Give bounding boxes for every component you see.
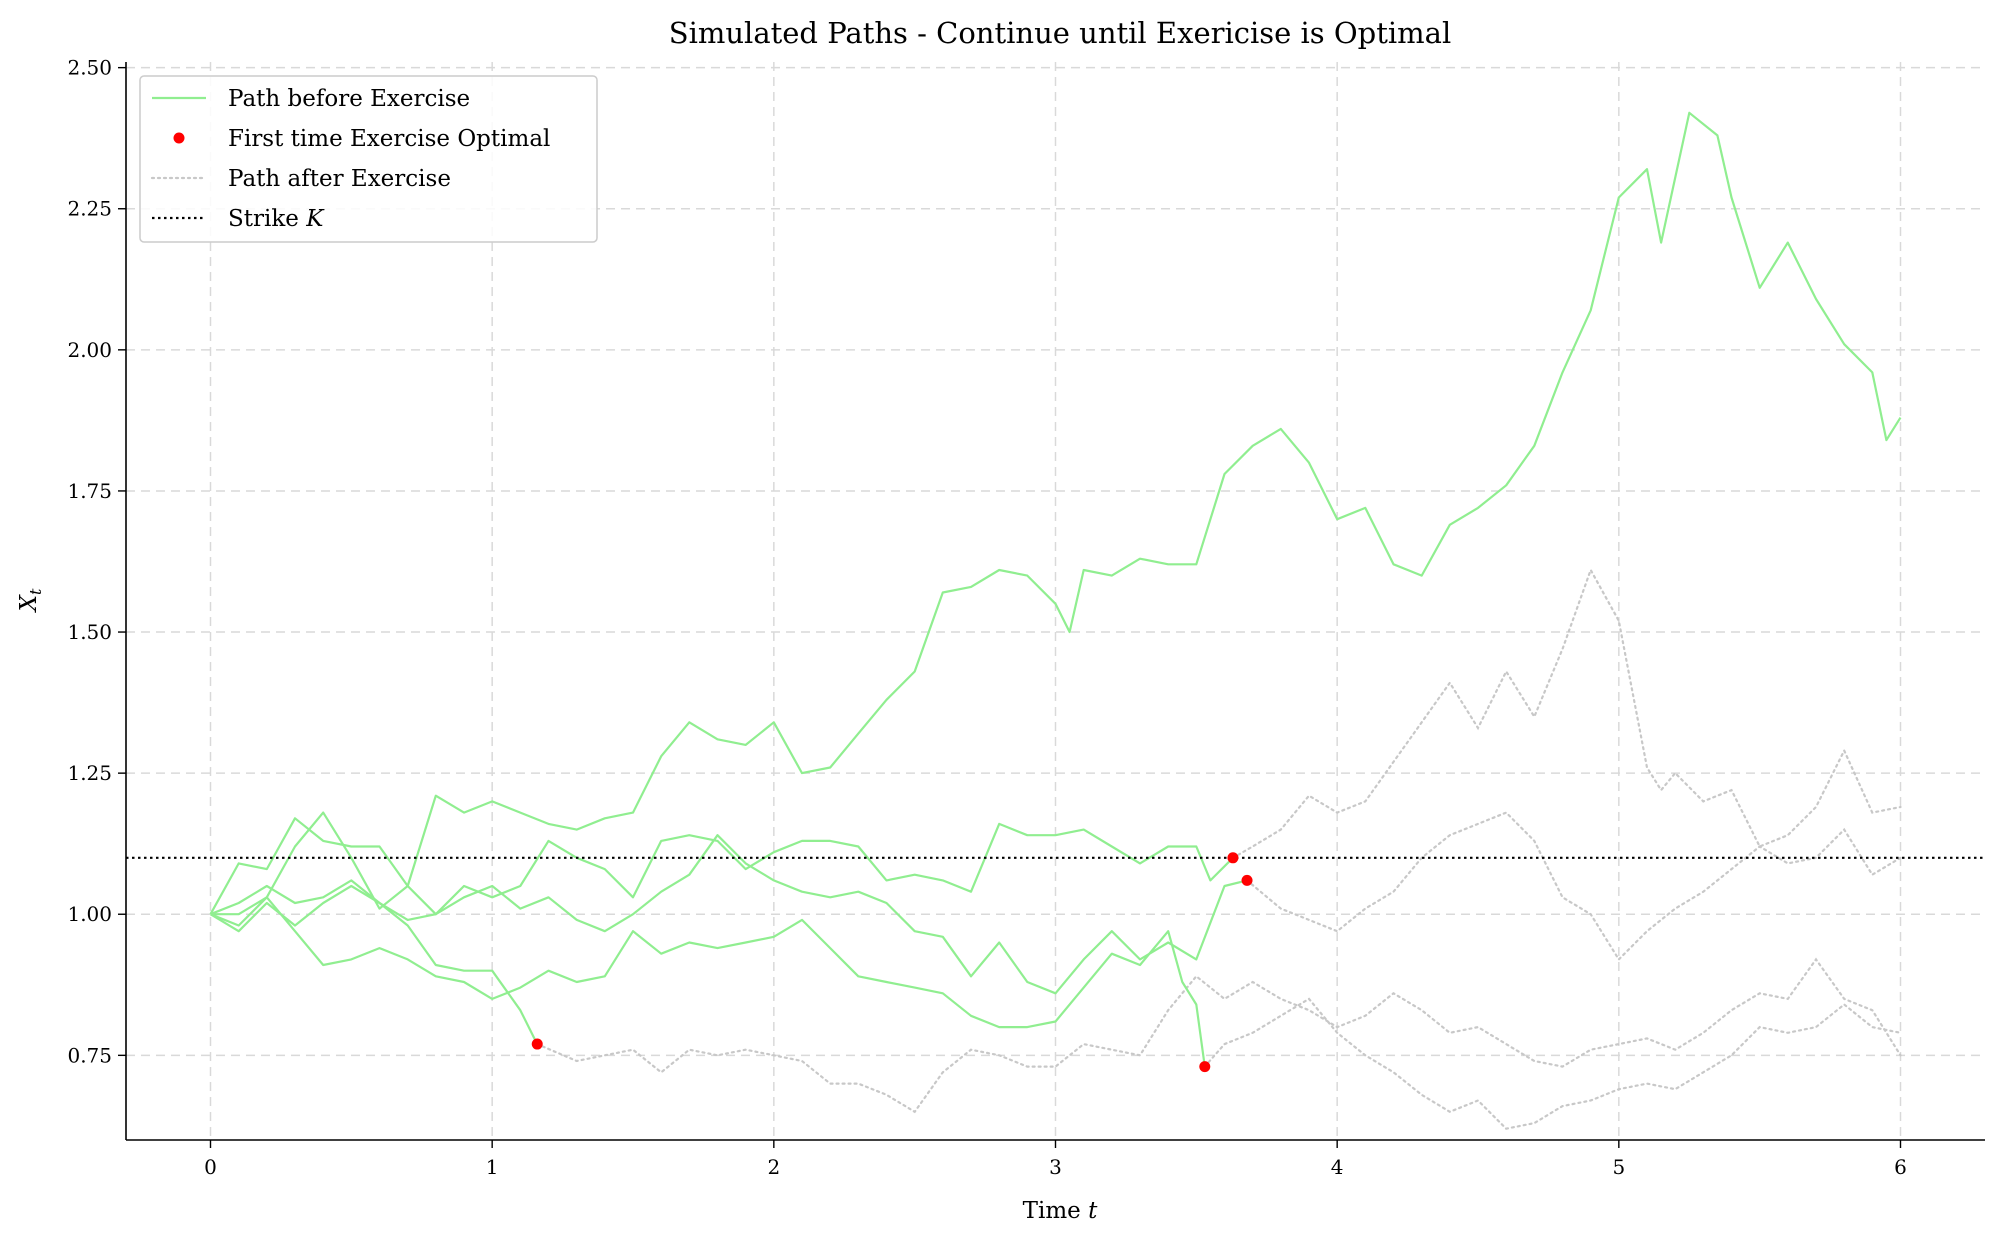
legend-label-strike: Strike K <box>228 206 325 232</box>
path-before-exercise-3 <box>210 896 1206 1067</box>
exercise-point-1 <box>1227 852 1239 864</box>
grid <box>126 62 1985 1140</box>
path-before-exercise-0 <box>209 111 1902 915</box>
x-tick-label-4: 4 <box>1331 1155 1344 1179</box>
y-tick-label-4: 1.75 <box>67 479 112 503</box>
exercise-point-2 <box>1241 874 1253 886</box>
legend-label-point: First time Exercise Optimal <box>228 126 550 152</box>
path-after-exercise-4 <box>536 957 1902 1114</box>
y-tick-label-6: 2.25 <box>67 197 112 221</box>
chart-title: Simulated Paths - Continue until Exerici… <box>669 16 1452 50</box>
x-tick-label-1: 1 <box>486 1155 499 1179</box>
paths-after-exercise <box>536 567 1902 1130</box>
path-after-exercise-2 <box>1245 811 1902 962</box>
path-before-exercise-4 <box>210 879 539 1045</box>
legend-label-after: Path after Exercise <box>228 166 451 192</box>
x-tick-label-5: 5 <box>1612 1155 1625 1179</box>
x-axis-label: Time t <box>1023 1198 1098 1224</box>
y-tick-label-2: 1.25 <box>67 761 112 785</box>
y-axis-label: Xt <box>16 588 45 613</box>
y-tick-label-1: 1.00 <box>67 902 112 926</box>
x-tick-label-6: 6 <box>1894 1155 1907 1179</box>
y-tick-label-5: 2.00 <box>67 338 112 362</box>
x-tick-label-2: 2 <box>767 1155 780 1179</box>
y-tick-label-3: 1.50 <box>67 620 112 644</box>
x-axis-ticks: 0 1 2 3 4 5 6 <box>204 1140 1907 1179</box>
x-tick-label-0: 0 <box>204 1155 217 1179</box>
y-tick-label-0: 0.75 <box>67 1043 112 1067</box>
legend: Path before Exercise First time Exercise … <box>139 75 598 243</box>
exercise-point-3 <box>1199 1061 1211 1073</box>
x-tick-label-3: 3 <box>1049 1155 1062 1179</box>
exercise-points <box>531 852 1253 1073</box>
y-axis-ticks: 0.75 1.00 1.25 1.50 1.75 2.00 2.25 2.50 <box>67 56 126 1067</box>
path-after-exercise-1 <box>1231 567 1902 859</box>
legend-box <box>139 75 598 243</box>
path-before-exercise-1 <box>210 811 1234 916</box>
exercise-point-4 <box>531 1038 543 1050</box>
y-tick-label-7: 2.50 <box>67 56 112 80</box>
legend-handle-point <box>173 132 185 144</box>
path-after-exercise-3 <box>1203 997 1902 1130</box>
paths-before-exercise <box>209 111 1902 1067</box>
legend-label-before: Path before Exercise <box>228 86 470 112</box>
